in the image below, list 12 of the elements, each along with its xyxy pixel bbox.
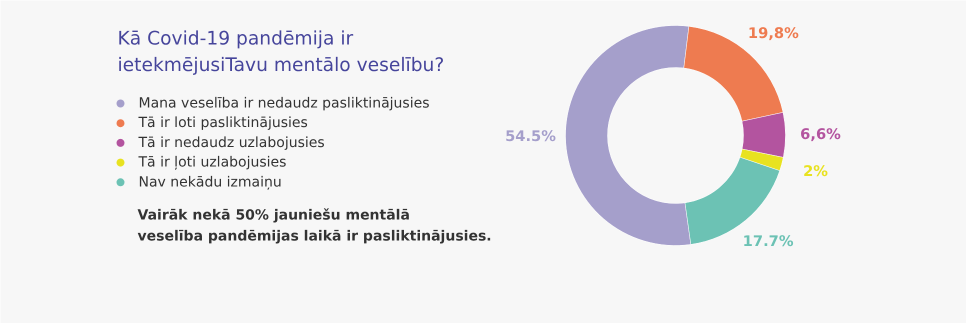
data-label: 2% [803,162,828,180]
legend-label: Tā ir ļoti uzlabojusies [138,154,286,171]
data-label: 17.7% [742,233,794,250]
legend-label: Tā ir nedaudz uzlabojusies [138,134,325,151]
legend-label: Nav nekādu izmaiņu [138,174,282,190]
legend-label: Tā ir loti pasliktinājusies [138,115,308,132]
data-label: 54.5% [505,128,556,146]
legend-label: Mana veselība ir nedaudz pasliktinājusies [138,96,430,112]
text: Kā Covid-19 pandēmija ir ietekmējusiTavu mentālo veselību? [118,28,444,76]
text: Vairāk nekā 50% jauniešu mentālā veselība pandēmijas laikā ir pasliktinājusies. [138,208,492,244]
data-label: 19,8% [748,25,800,42]
data-label: 6,6% [800,126,842,144]
